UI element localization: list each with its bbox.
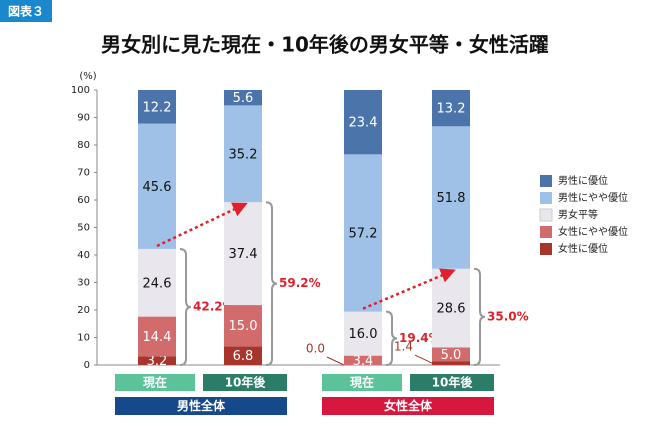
bracket: [179, 247, 192, 366]
group-box: [322, 397, 494, 415]
value-label: 6.8: [233, 349, 254, 364]
bracket: [473, 267, 486, 366]
bar-segment: [224, 305, 262, 347]
value-label: 3.4: [353, 354, 374, 369]
y-tick-label: 50: [77, 223, 90, 234]
legend-swatch: [540, 175, 552, 187]
bar-segment: [138, 248, 176, 317]
y-tick-label: 0: [84, 360, 90, 371]
value-label: 45.6: [143, 180, 172, 195]
trend-arrow: [156, 202, 248, 248]
legend-label: 男性にやや優位: [558, 191, 628, 204]
value-label: 12.2: [143, 100, 172, 115]
legend-swatch: [540, 226, 552, 238]
bracket-label: 35.0%: [487, 309, 529, 323]
y-tick-label: 40: [77, 250, 90, 261]
bar-segment: [224, 346, 262, 365]
y-tick-label: 80: [77, 140, 90, 151]
leader-line: [326, 356, 345, 366]
legend-swatch: [539, 208, 553, 222]
value-label: 5.6: [233, 91, 254, 106]
value-label: 57.2: [349, 227, 378, 242]
y-tick-label: 90: [77, 113, 90, 124]
trend-arrow: [362, 268, 456, 310]
y-tick-label: 60: [77, 195, 90, 206]
bar-segment: [344, 311, 382, 356]
value-label: 35.2: [229, 147, 258, 162]
y-tick-label: 100: [71, 85, 90, 96]
bar-segment: [432, 347, 470, 362]
y-tick-label: 30: [77, 278, 90, 289]
value-label: 24.6: [143, 276, 172, 291]
value-label: 37.4: [229, 247, 258, 262]
y-tick-label: 20: [77, 305, 90, 316]
value-label: 5.0: [441, 348, 462, 363]
bracket: [265, 201, 278, 366]
legend-label: 女性にやや優位: [558, 225, 628, 238]
y-tick-label: 70: [77, 168, 90, 179]
value-label: 23.4: [349, 116, 378, 131]
legend-swatch: [540, 192, 552, 204]
bar-segment: [224, 202, 262, 306]
chart-title: 男女別に見た現在・10年後の男女平等・女性活躍: [101, 33, 549, 57]
bracket: [385, 310, 398, 366]
bar-segment: [344, 355, 382, 365]
bar-segment: [138, 356, 176, 365]
y-tick-label: 10: [77, 333, 90, 344]
bracket-label: 19.4%: [399, 331, 441, 345]
group-label: 男性全体: [177, 398, 226, 413]
bar-segment: [138, 90, 176, 124]
legend-label: 女性に優位: [558, 242, 608, 255]
bar-segment: [344, 90, 382, 155]
y-unit: (%): [79, 71, 96, 82]
bar-segment: [432, 126, 470, 269]
bar-segment: [224, 90, 262, 106]
category-box: [203, 374, 287, 391]
value-label: 51.8: [437, 191, 466, 206]
leader-line: [414, 354, 433, 364]
badge: 図表３: [8, 4, 44, 19]
value-label: 1.4: [394, 340, 413, 354]
value-label: 13.2: [437, 102, 466, 117]
group-label: 女性全体: [384, 398, 433, 413]
bar-segment: [432, 361, 470, 365]
bar-segment: [138, 123, 176, 249]
category-box: [410, 374, 494, 391]
value-label: 28.6: [437, 302, 466, 317]
bar-segment: [224, 105, 262, 203]
group-box: [115, 397, 287, 415]
bar-segment: [344, 154, 382, 312]
value-label: 3.2: [147, 354, 168, 369]
category-box: [322, 374, 402, 391]
value-label: 0.0: [306, 342, 325, 356]
legend-label: 男性に優位: [558, 174, 608, 187]
x-tick-label: 現在: [143, 375, 167, 390]
category-box: [115, 374, 195, 391]
x-tick-label: 10年後: [225, 375, 267, 390]
legend-label: 男女平等: [558, 208, 598, 221]
value-label: 16.0: [349, 327, 378, 342]
badge-box: [0, 0, 52, 22]
value-label: 14.4: [143, 330, 172, 345]
legend-swatch: [540, 243, 552, 255]
bracket-label: 59.2%: [279, 276, 321, 290]
x-tick-label: 現在: [350, 375, 374, 390]
x-tick-label: 10年後: [432, 375, 474, 390]
bar-segment: [432, 90, 470, 127]
value-label: 15.0: [229, 319, 258, 334]
bar-segment: [138, 316, 176, 357]
